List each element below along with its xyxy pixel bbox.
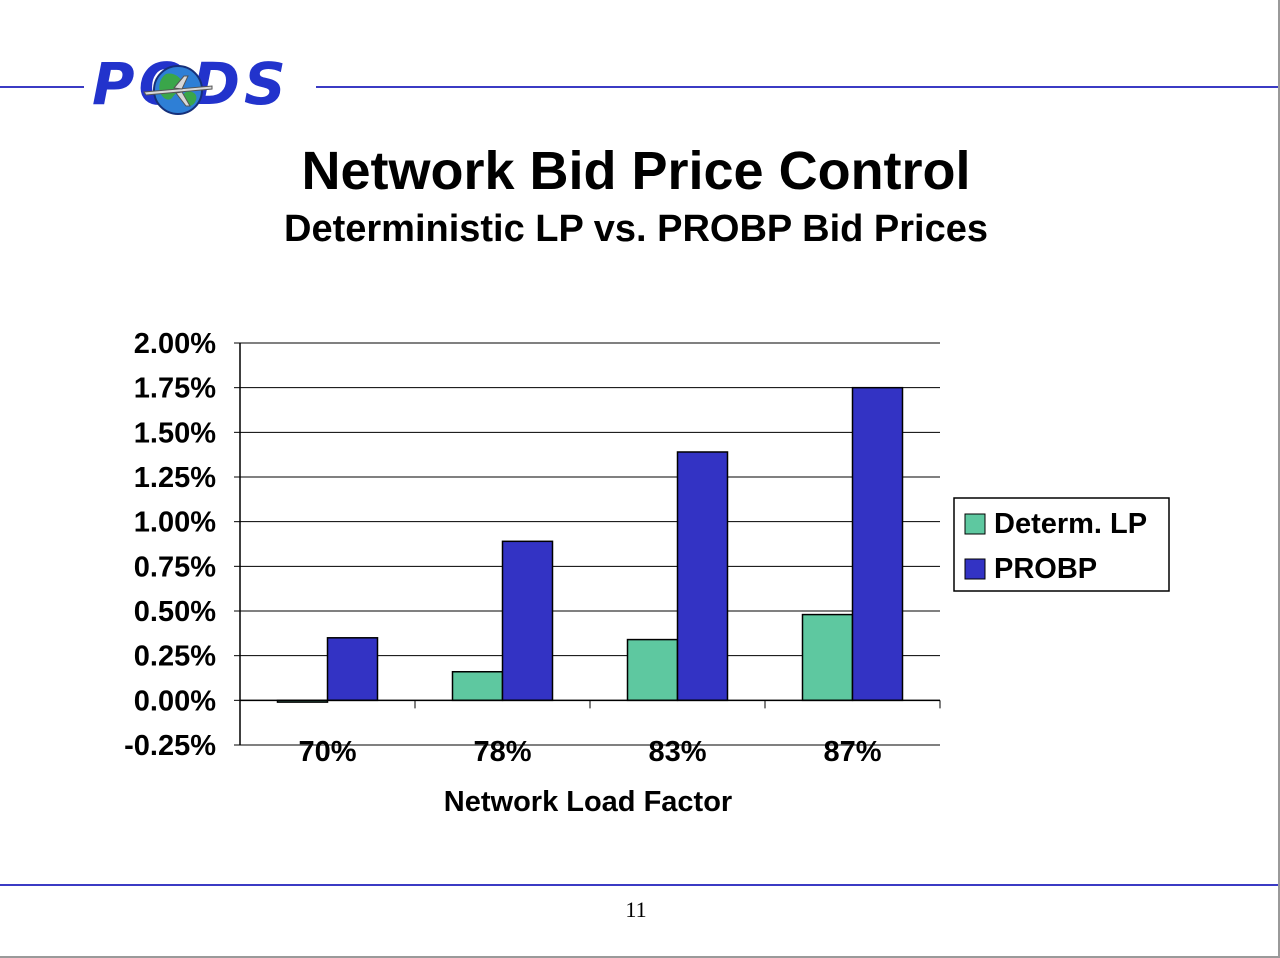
legend-label: PROBP — [994, 553, 1097, 585]
y-tick-label: 0.00% — [134, 685, 216, 717]
x-tick-label: 78% — [473, 736, 531, 768]
bar-determ-lp-1 — [451, 670, 504, 702]
y-tick-label: 1.75% — [134, 373, 216, 405]
y-tick-label: 1.50% — [134, 417, 216, 449]
y-tick-label: 1.25% — [134, 462, 216, 494]
legend-swatch — [964, 558, 986, 580]
y-tick-label: 0.75% — [134, 551, 216, 583]
chart-bars — [276, 386, 904, 703]
chart-labels: 2.00% 1.75% 1.50% 1.25% 1.00% 0.75% 0.50% 0.25%… — [124, 328, 882, 818]
pods-logo: PODS — [92, 50, 316, 120]
header-rule-right — [316, 86, 1280, 88]
x-tick-label: 87% — [823, 736, 881, 768]
globe-icon — [143, 65, 213, 115]
slide-edge-bottom — [0, 956, 1280, 958]
y-tick-label: 0.25% — [134, 641, 216, 673]
bar-determ-lp-2 — [626, 638, 679, 702]
y-tick-label: 2.00% — [134, 328, 216, 360]
legend-box — [953, 497, 1170, 592]
legend-swatch — [964, 513, 986, 535]
slide-edge-right — [1278, 0, 1280, 958]
y-tick-label: -0.25% — [124, 730, 216, 762]
footer-rule — [0, 884, 1280, 886]
bar-probp-3 — [851, 386, 904, 702]
y-tick-label: 0.50% — [134, 596, 216, 628]
y-tick-label: 1.00% — [134, 507, 216, 539]
chart-legend: Determ. LP PROBP — [953, 497, 1170, 592]
slide-subtitle: Deterministic LP vs. PROBP Bid Prices — [284, 208, 988, 250]
legend-label: Determ. LP — [994, 508, 1147, 540]
bar-determ-lp-3 — [801, 613, 854, 702]
page-number: 11 — [625, 897, 647, 922]
bar-probp-0 — [326, 637, 379, 702]
bar-probp-2 — [676, 451, 729, 702]
bar-probp-1 — [501, 540, 554, 702]
slide-title: Network Bid Price Control — [301, 141, 971, 201]
header-rule-left — [0, 86, 84, 88]
x-tick-label: 83% — [648, 736, 706, 768]
x-tick-label: 70% — [298, 736, 356, 768]
x-axis-title: Network Load Factor — [444, 786, 732, 818]
chart-axes — [234, 342, 941, 746]
